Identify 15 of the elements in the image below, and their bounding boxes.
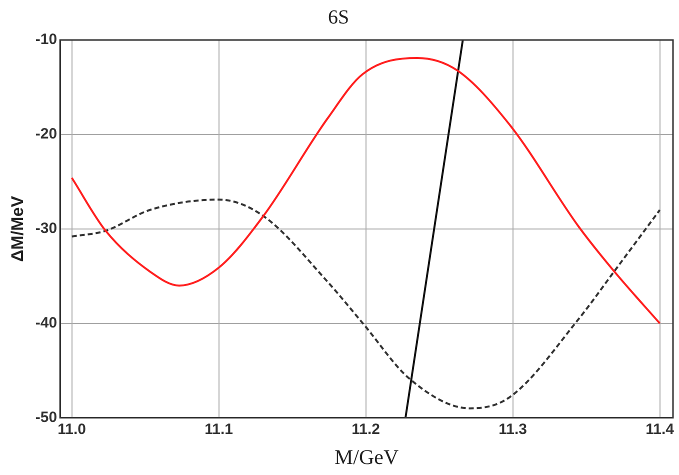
y-tick-label: -30 bbox=[35, 220, 58, 238]
line-series bbox=[70, 56, 661, 324]
x-tick-label: 11.3 bbox=[498, 420, 527, 438]
chart-title: 6S bbox=[328, 6, 350, 28]
y-tick-label: -20 bbox=[35, 126, 58, 143]
x-axis-title: M/GeV bbox=[334, 444, 399, 469]
line-series bbox=[70, 198, 661, 410]
y-tick-label: -40 bbox=[35, 314, 58, 332]
x-tick-label: 11.2 bbox=[352, 420, 380, 438]
x-tick-label: 11.1 bbox=[204, 420, 234, 438]
y-axis-title: ΔM/MeV bbox=[8, 195, 27, 262]
x-tick-label: 11.4 bbox=[646, 420, 675, 438]
x-tick-label: 11.0 bbox=[58, 420, 86, 438]
y-tick-label: -50 bbox=[35, 408, 58, 426]
y-tick-label: -10 bbox=[35, 31, 58, 48]
